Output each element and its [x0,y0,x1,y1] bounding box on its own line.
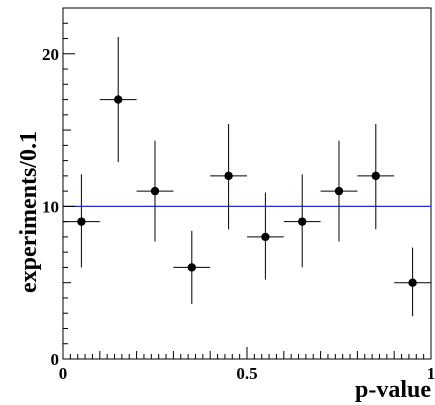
point-marker [298,217,307,226]
point-marker [334,186,344,196]
data-point [247,192,284,280]
data-point [63,174,100,268]
x-tick-label: 0 [59,364,68,383]
point-marker [77,217,86,226]
y-tick-label: 0 [51,350,60,369]
point-marker [187,263,196,272]
data-points-layer [63,36,431,317]
data-point [136,140,174,242]
data-point [320,140,358,242]
y-axis-label: experiments/0.1 [16,131,42,293]
point-marker [261,232,270,242]
data-point [210,123,247,230]
point-marker [224,171,233,181]
x-axis-label: p-value [355,377,431,403]
x-tick-label: 0.5 [236,364,257,383]
point-marker [150,186,160,196]
y-tick-label: 20 [42,45,59,64]
y-tick-label: 10 [42,197,59,216]
point-marker [114,95,123,104]
point-marker [371,171,380,181]
data-point [394,247,431,317]
data-point [357,123,395,230]
data-point [173,230,211,305]
data-point [99,36,137,163]
x-tick-label: 1 [427,364,435,383]
data-point [283,174,321,268]
ticks-layer: 0 10 20 0 0.5 1 [42,7,435,383]
point-marker [408,278,417,287]
